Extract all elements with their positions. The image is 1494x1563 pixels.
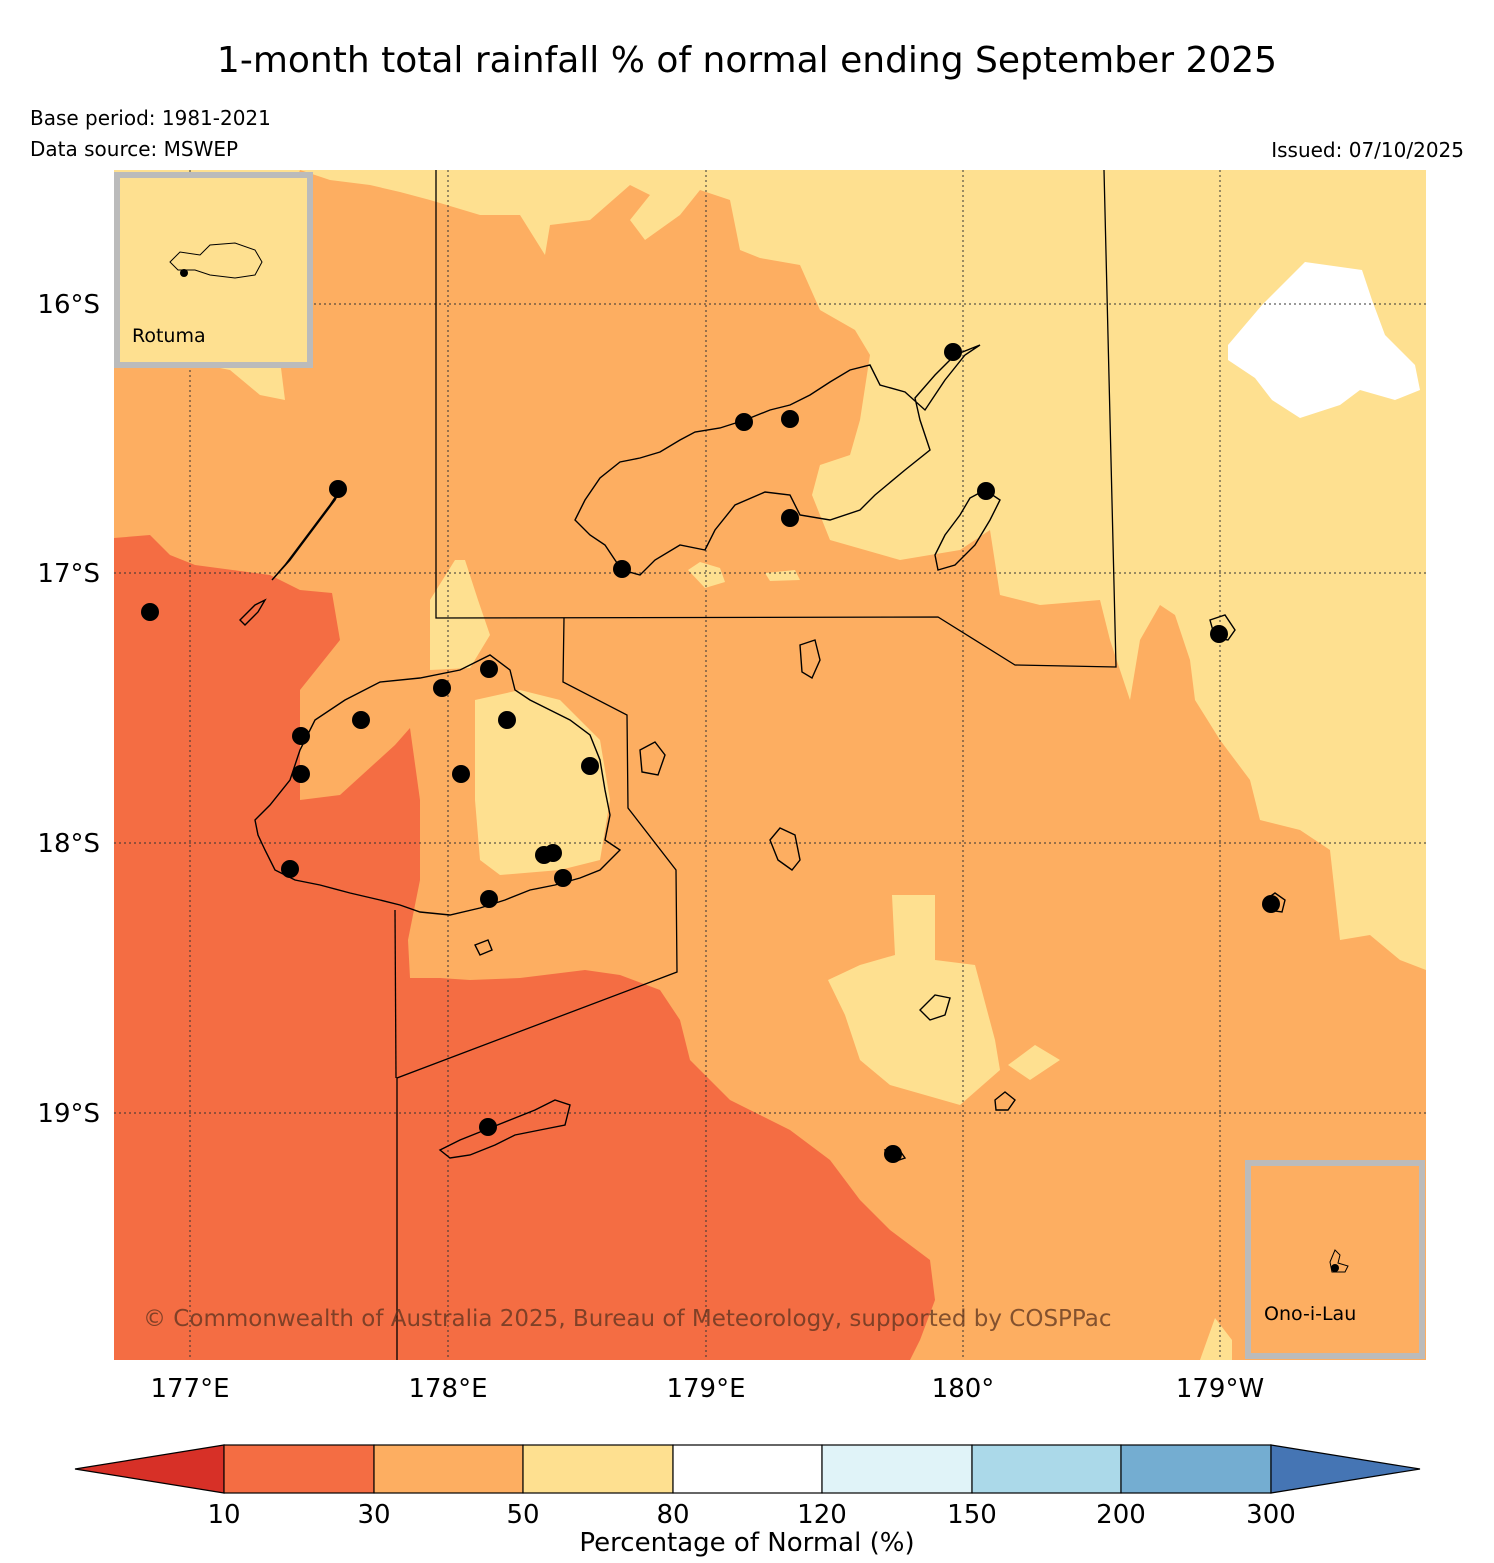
colorbar-10-30 bbox=[223, 1444, 375, 1494]
lon-label: 179°E bbox=[666, 1374, 745, 1404]
station-marker bbox=[141, 603, 159, 621]
issued-date-text: Issued: 07/10/2025 bbox=[1271, 138, 1464, 162]
colorbar bbox=[74, 1444, 1421, 1494]
copyright-text: © Commonwealth of Australia 2025, Bureau… bbox=[143, 1306, 1112, 1332]
colorbar-tick: 300 bbox=[1246, 1500, 1296, 1530]
island-moala bbox=[919, 994, 951, 1021]
station-marker bbox=[498, 711, 516, 729]
colorbar-tick: 120 bbox=[797, 1500, 847, 1530]
island-viti-levu bbox=[254, 654, 622, 916]
colorbar-above-300 bbox=[1270, 1444, 1421, 1494]
station-marker bbox=[329, 480, 347, 498]
colorbar-tick: 200 bbox=[1096, 1500, 1146, 1530]
lat-label: 17°S bbox=[37, 559, 100, 589]
rotuma-label: Rotuma bbox=[132, 325, 206, 347]
station-marker bbox=[292, 727, 310, 745]
station-marker bbox=[480, 660, 498, 678]
station-marker bbox=[544, 844, 562, 862]
weather-stations bbox=[141, 343, 1280, 1163]
field-50-80-vitilevu bbox=[475, 690, 610, 875]
island-vanua-levu bbox=[574, 344, 981, 576]
colorbar-tick: 150 bbox=[947, 1500, 997, 1530]
station-marker bbox=[292, 765, 310, 783]
lat-label: 18°S bbox=[37, 829, 100, 859]
colorbar-below-10 bbox=[74, 1444, 225, 1494]
station-marker bbox=[1262, 895, 1280, 913]
colorbar-tick: 50 bbox=[506, 1500, 539, 1530]
lat-label: 16°S bbox=[37, 290, 100, 320]
station-marker bbox=[781, 410, 799, 428]
ono-i-lau-label: Ono-i-Lau bbox=[1264, 1303, 1356, 1325]
lon-label: 180° bbox=[932, 1374, 995, 1404]
longitude-labels: 177°E 178°E 179°E 180° 179°W bbox=[150, 1374, 1264, 1404]
colorbar-tick: 10 bbox=[207, 1500, 240, 1530]
station-marker bbox=[781, 509, 799, 527]
map-title: 1-month total rainfall % of normal endin… bbox=[216, 40, 1278, 81]
lon-label: 179°W bbox=[1176, 1374, 1264, 1404]
island-mamanuca bbox=[239, 598, 267, 626]
island-koro bbox=[639, 741, 666, 776]
station-marker bbox=[281, 860, 299, 878]
colorbar-tick: 80 bbox=[656, 1500, 689, 1530]
colorbar-50-80 bbox=[522, 1444, 674, 1494]
station-marker bbox=[944, 343, 962, 361]
map-gridlines bbox=[114, 170, 1426, 1360]
station-marker bbox=[433, 679, 451, 697]
lat-label: 19°S bbox=[37, 1099, 100, 1129]
island-beqa bbox=[474, 939, 493, 956]
station-marker bbox=[554, 869, 572, 887]
station-marker bbox=[479, 1118, 497, 1136]
colorbar-tick-labels: 10 30 50 80 120 150 200 300 bbox=[207, 1500, 1295, 1530]
station-marker bbox=[884, 1145, 902, 1163]
latitude-labels: 16°S 17°S 18°S 19°S bbox=[37, 290, 100, 1129]
field-50-80-small2 bbox=[765, 570, 800, 581]
colorbar-120-150 bbox=[821, 1444, 973, 1494]
field-50-80-north bbox=[300, 170, 1426, 970]
colorbar-150-200 bbox=[971, 1444, 1122, 1494]
station-marker bbox=[352, 711, 370, 729]
data-source-text: Data source: MSWEP bbox=[30, 137, 239, 161]
island-gau bbox=[769, 827, 801, 871]
lon-label: 177°E bbox=[150, 1374, 229, 1404]
field-50-80-southeast bbox=[1008, 1045, 1060, 1080]
base-period-text: Base period: 1981-2021 bbox=[30, 106, 271, 130]
rotuma-inset: Rotuma bbox=[114, 172, 313, 368]
colorbar-80-120 bbox=[672, 1444, 823, 1494]
field-50-80-south bbox=[828, 895, 1000, 1105]
station-marker bbox=[480, 890, 498, 908]
field-50-80-central-north bbox=[430, 560, 490, 670]
island-totoya bbox=[994, 1091, 1016, 1111]
station-marker bbox=[1210, 625, 1228, 643]
station-marker bbox=[452, 765, 470, 783]
field-80-120 bbox=[1228, 262, 1420, 418]
island-ovalau bbox=[799, 639, 821, 680]
station-marker bbox=[977, 482, 995, 500]
rainfall-field bbox=[114, 170, 1426, 1360]
field-10-30-west bbox=[114, 535, 935, 1360]
station-marker bbox=[613, 560, 631, 578]
field-50-80-southeast-edge bbox=[1200, 1318, 1232, 1360]
lon-label: 178°E bbox=[408, 1374, 487, 1404]
station-marker bbox=[735, 413, 753, 431]
colorbar-tick: 30 bbox=[357, 1500, 390, 1530]
division-boundaries bbox=[394, 169, 1117, 1360]
colorbar-200-300 bbox=[1120, 1444, 1272, 1494]
ono-i-lau-inset: Ono-i-Lau bbox=[1245, 1160, 1425, 1359]
colorbar-30-50 bbox=[373, 1444, 524, 1494]
colorbar-title: Percentage of Normal (%) bbox=[579, 1528, 915, 1558]
station-marker bbox=[581, 757, 599, 775]
